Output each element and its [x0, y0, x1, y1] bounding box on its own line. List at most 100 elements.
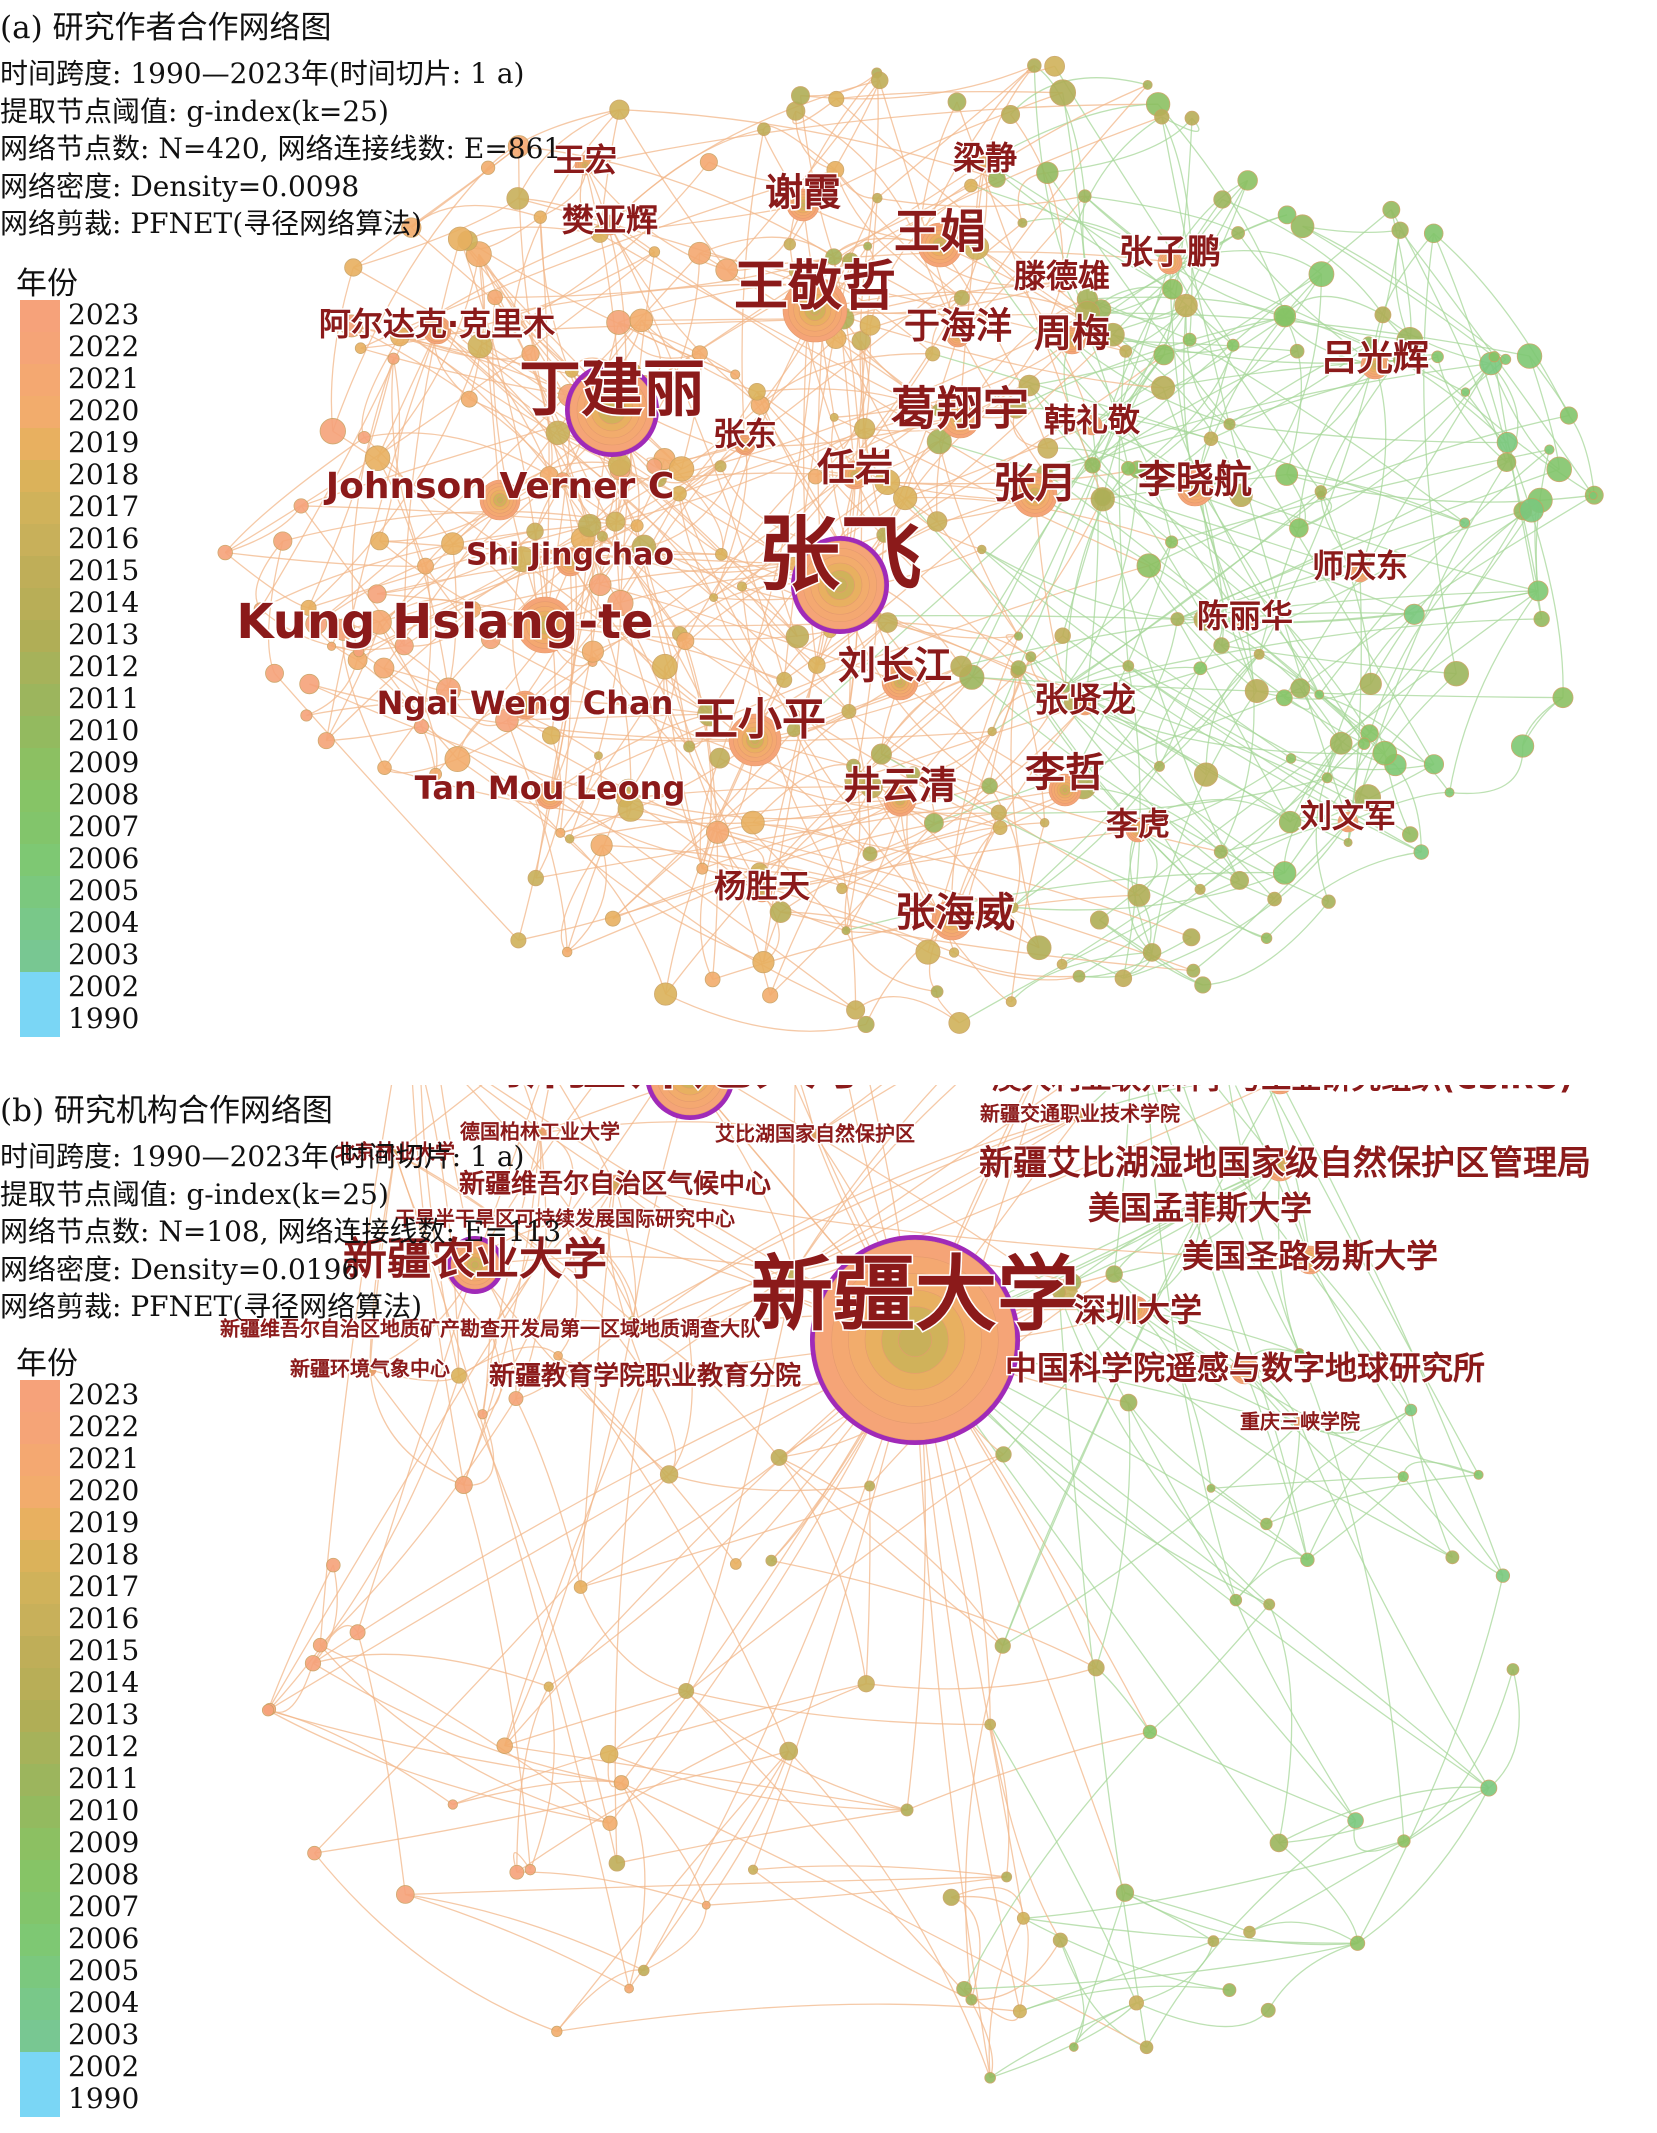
panel-b-meta-line: 网络密度: Density=0.0196 [0, 1252, 360, 1286]
network-edge [406, 332, 591, 526]
network-edge [394, 1152, 630, 1989]
network-node [715, 258, 739, 282]
network-edge [1065, 686, 1411, 836]
network-node [965, 1993, 978, 2006]
network-node [545, 420, 571, 446]
network-edge [678, 409, 939, 495]
network-node [506, 187, 530, 210]
network-edge [628, 1750, 790, 1989]
node-label: Kung Hsiang-te [236, 594, 653, 650]
network-edge [1084, 653, 1260, 706]
network-node [217, 544, 233, 561]
network-node [1193, 762, 1219, 787]
network-node [1005, 996, 1017, 1008]
network-edge [984, 161, 1173, 290]
network-node [507, 135, 530, 158]
network-node [299, 673, 320, 695]
network-edge [1012, 653, 1260, 908]
network-edge [529, 1686, 555, 1870]
node-year-ring [983, 160, 987, 164]
network-edge [1284, 316, 1302, 475]
network-edge [1235, 1422, 1301, 1601]
network-node [1136, 553, 1162, 578]
network-edge [363, 436, 454, 544]
network-edge [539, 1121, 816, 1136]
network-edge [1201, 490, 1225, 646]
network-node [1496, 431, 1518, 454]
panel-b-legend-swatch [20, 1412, 60, 1445]
network-node [1154, 109, 1170, 125]
network-edge [377, 530, 536, 595]
panel-a-legend-swatch [20, 748, 60, 781]
network-node [1036, 161, 1059, 185]
network-edge [665, 993, 867, 1032]
network-edge [1490, 363, 1519, 463]
network-edge [1155, 667, 1201, 767]
network-edge [1340, 509, 1533, 744]
node-label: 井云清 [843, 764, 957, 808]
network-node [317, 732, 335, 750]
network-edge [1064, 467, 1129, 688]
network-edge [1410, 1409, 1453, 1558]
network-node [631, 534, 657, 560]
network-edge [957, 84, 1149, 336]
node-label: 重庆三峡学院 [1240, 1410, 1360, 1434]
network-edge [601, 535, 794, 574]
network-edge [778, 1456, 1004, 1647]
network-edge [224, 251, 655, 554]
network-edge [866, 1667, 1097, 1690]
network-edge [504, 1374, 646, 1746]
network-edge [1124, 1892, 1214, 1942]
labeled-node [840, 460, 870, 490]
network-node [841, 926, 851, 936]
network-node [390, 326, 410, 347]
node-label: 德国柏林工业大学 [460, 1120, 620, 1144]
network-node [1374, 306, 1392, 324]
panel-b-legend-swatch [20, 1476, 60, 1509]
node-label: 葛翔宇 [891, 382, 1029, 436]
node-year-ring [896, 678, 904, 686]
network-edge [614, 1374, 646, 1864]
network-edge [300, 505, 405, 647]
network-node [1347, 1812, 1364, 1829]
network-edge [599, 233, 951, 422]
network-edge [549, 713, 710, 796]
network-edge [1084, 195, 1286, 318]
network-node [496, 1737, 513, 1754]
network-edge [535, 536, 604, 879]
institution-network-graph: 新疆大学新疆师范大学中国科学院新疆生态与地理研究所新疆农业大学中国科学院大学中国… [219, 1085, 1593, 2084]
panel-b-legend-swatch [20, 1508, 60, 1541]
network-edge [833, 416, 1150, 567]
network-node [1119, 344, 1133, 358]
network-edge [731, 1085, 816, 1136]
network-edge [1359, 364, 1387, 573]
network-node [564, 363, 579, 378]
labeled-node [883, 783, 917, 817]
network-edge [687, 1085, 1271, 1326]
network-node [460, 390, 478, 408]
network-edge [717, 824, 871, 855]
network-edge [1176, 618, 1291, 823]
network-edge [405, 1893, 630, 1990]
node-year-ring [583, 163, 587, 167]
network-node [1516, 343, 1543, 369]
node-year-ring [672, 1085, 708, 1096]
network-edge [326, 725, 422, 742]
network-edge [584, 164, 727, 271]
network-edge [1199, 1209, 1309, 1560]
labeled-node [1185, 1195, 1215, 1225]
network-node [676, 632, 695, 651]
network-edge [961, 161, 988, 299]
network-edge [1278, 1787, 1490, 1844]
panel-b-legend-swatch [20, 2084, 60, 2117]
network-node [736, 581, 748, 592]
network-node [304, 1655, 322, 1672]
node-year-ring [563, 1218, 567, 1222]
network-edge [1149, 1603, 1270, 1733]
network-edge [780, 911, 1194, 972]
network-edge [1134, 1309, 1212, 1489]
network-edge [713, 297, 963, 599]
network-edge [713, 444, 748, 598]
network-edge [1102, 497, 1415, 615]
network-node [1533, 610, 1550, 628]
